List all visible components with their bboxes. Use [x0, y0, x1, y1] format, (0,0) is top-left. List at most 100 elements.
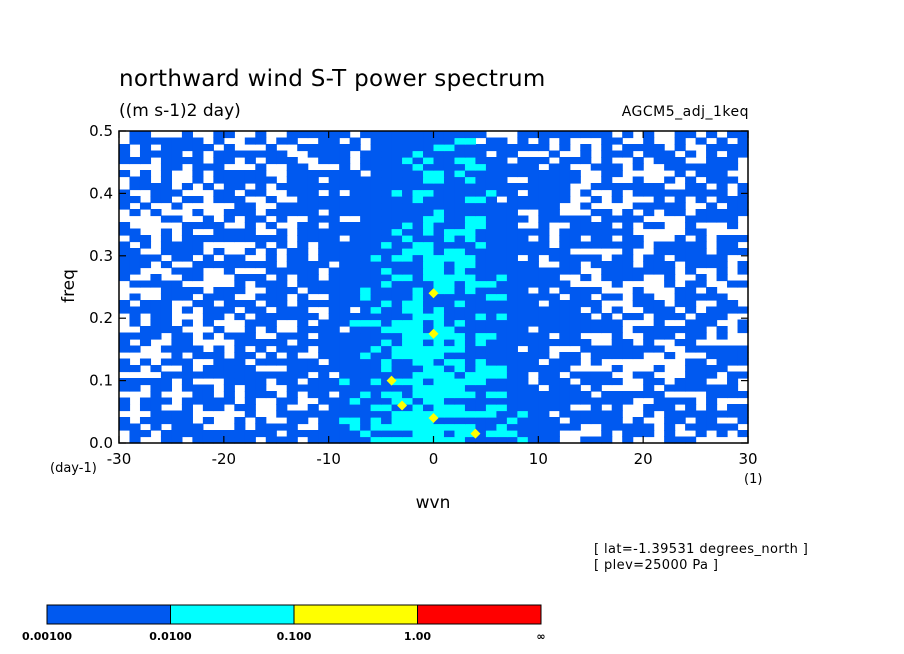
- contour-cell: [506, 410, 518, 418]
- contour-cell: [213, 196, 225, 204]
- contour-cell: [286, 183, 298, 191]
- contour-cell: [443, 326, 456, 334]
- contour-cell: [443, 313, 456, 321]
- contour-cell: [506, 436, 518, 444]
- contour-cell: [716, 170, 728, 178]
- contour-cell: [632, 157, 644, 165]
- contour-cell: [548, 339, 560, 347]
- contour-cell: [129, 254, 141, 262]
- contour-cell: [391, 202, 403, 210]
- contour-cell: [171, 423, 183, 431]
- contour-cell: [234, 280, 246, 288]
- contour-cell: [464, 365, 477, 373]
- contour-cell: [412, 241, 424, 249]
- contour-cell: [496, 417, 508, 425]
- contour-cell: [297, 254, 309, 262]
- contour-cell: [685, 189, 697, 197]
- contour-cell: [685, 228, 697, 236]
- contour-cell: [391, 274, 403, 282]
- contour-cell: [695, 410, 707, 418]
- contour-cell: [443, 196, 456, 204]
- contour-cell: [464, 287, 477, 295]
- contour-cell: [265, 391, 277, 399]
- contour-cell: [653, 300, 665, 308]
- contour-cell: [454, 384, 466, 392]
- contour-cell: [611, 254, 623, 262]
- contour-cell: [381, 352, 393, 360]
- contour-cell: [496, 183, 508, 191]
- contour-cell: [360, 215, 372, 223]
- contour-cell: [160, 137, 173, 145]
- contour-cell: [548, 267, 560, 275]
- contour-cell: [381, 339, 393, 347]
- contour-cell: [286, 137, 298, 145]
- contour-cell: [402, 404, 414, 412]
- contour-cell: [433, 261, 445, 269]
- contour-cell: [590, 254, 602, 262]
- contour-cell: [297, 417, 309, 425]
- contour-cell: [485, 215, 497, 223]
- contour-cell: [737, 131, 749, 139]
- contour-cell: [496, 248, 508, 256]
- contour-cell: [370, 313, 382, 321]
- contour-cell: [706, 319, 718, 327]
- contour-cell: [601, 274, 613, 282]
- contour-cell: [611, 417, 623, 425]
- contour-cell: [129, 235, 141, 243]
- contour-cell: [381, 131, 393, 139]
- contour-cell: [276, 358, 288, 366]
- contour-cell: [160, 378, 173, 386]
- contour-cell: [307, 176, 319, 184]
- contour-cell: [632, 235, 644, 243]
- contour-cell: [443, 332, 456, 340]
- contour-cell: [485, 410, 497, 418]
- contour-cell: [349, 313, 361, 321]
- contour-cell: [150, 332, 162, 340]
- x-tick-label: -10: [316, 450, 341, 468]
- contour-cell: [307, 404, 319, 412]
- contour-cell: [328, 215, 340, 223]
- contour-cell: [391, 410, 403, 418]
- contour-cell: [202, 293, 214, 301]
- contour-cell: [716, 144, 728, 152]
- contour-cell: [475, 170, 487, 178]
- contour-cell: [276, 423, 288, 431]
- contour-cell: [349, 423, 361, 431]
- contour-cell: [454, 352, 466, 360]
- contour-cell: [716, 248, 728, 256]
- contour-cell: [318, 170, 330, 178]
- contour-cell: [370, 404, 382, 412]
- contour-cell: [538, 137, 550, 145]
- contour-cell: [223, 176, 235, 184]
- contour-cell: [454, 345, 466, 353]
- contour-cell: [307, 358, 319, 366]
- contour-cell: [160, 430, 173, 438]
- contour-cell: [464, 248, 477, 256]
- contour-cell: [150, 397, 162, 405]
- contour-cell: [139, 170, 152, 178]
- contour-cell: [391, 222, 403, 230]
- contour-cell: [297, 248, 309, 256]
- contour-cell: [129, 131, 141, 139]
- contour-cell: [464, 254, 477, 262]
- contour-cell: [381, 157, 393, 165]
- y-axis-label: freq: [59, 269, 79, 303]
- contour-cell: [423, 248, 435, 256]
- contour-cell: [255, 235, 267, 243]
- contour-cell: [737, 248, 749, 256]
- contour-cell: [569, 319, 581, 327]
- contour-cell: [548, 417, 560, 425]
- contour-cell: [475, 397, 487, 405]
- contour-cell: [454, 391, 466, 399]
- contour-cell: [433, 209, 445, 217]
- contour-cell: [412, 326, 424, 334]
- contour-cell: [192, 235, 204, 243]
- contour-cell: [569, 397, 581, 405]
- contour-cell: [381, 371, 393, 379]
- contour-cell: [653, 144, 665, 152]
- contour-cell: [244, 391, 256, 399]
- contour-cell: [391, 131, 403, 139]
- contour-cell: [737, 306, 749, 314]
- contour-cell: [569, 423, 581, 431]
- contour-cell: [349, 235, 361, 243]
